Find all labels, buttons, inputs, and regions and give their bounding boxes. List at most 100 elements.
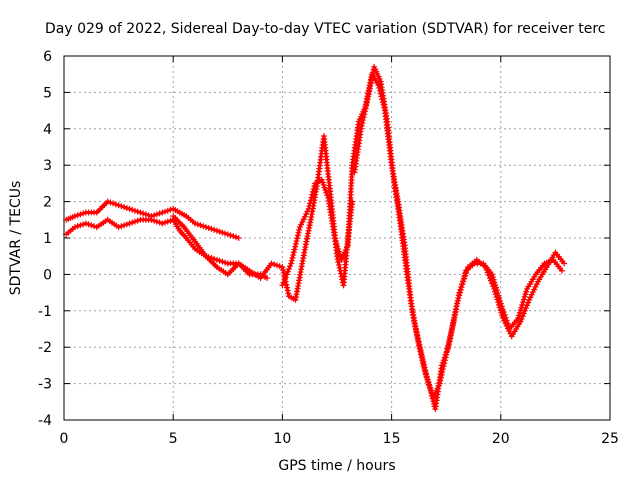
data-marker [121,204,128,211]
data-marker [140,210,147,217]
y-axis-label: SDTVAR / TECUs [8,181,24,296]
data-marker [156,210,163,217]
data-marker [363,99,370,106]
data-marker [129,219,136,226]
data-marker [492,288,499,295]
data-marker [213,256,220,263]
data-marker [425,378,432,385]
data-marker [516,309,523,316]
data-marker [421,364,428,371]
data-marker [293,238,300,245]
data-marker [85,221,92,228]
data-marker [294,235,301,242]
data-marker [159,209,166,216]
data-marker [126,205,133,212]
data-marker [361,111,368,118]
data-marker [418,352,425,359]
data-marker [307,197,314,204]
data-marker [485,272,492,279]
data-marker [137,209,144,216]
data-marker [335,248,342,255]
data-marker [335,259,342,266]
data-marker [276,263,283,270]
data-marker [445,342,452,349]
data-marker [416,344,423,351]
data-marker [362,105,369,112]
data-marker [197,222,204,229]
data-marker [420,358,427,365]
data-marker [486,275,493,282]
data-marker [287,263,294,270]
data-marker [420,361,427,368]
data-marker [80,221,87,228]
data-marker [517,307,524,314]
data-marker [439,368,446,375]
data-marker [291,246,298,253]
data-marker [309,188,316,195]
data-marker [496,301,503,308]
data-marker [222,230,229,237]
data-marker [211,255,218,262]
data-marker [498,309,505,316]
data-marker [164,218,171,225]
data-marker [292,243,299,250]
data-marker [444,345,451,352]
x-tick-label: 25 [601,431,619,447]
data-marker [525,299,532,306]
data-marker [335,245,342,252]
data-marker [449,325,456,332]
data-marker [423,373,430,380]
data-marker [441,360,448,367]
data-marker [418,350,425,357]
data-marker [523,288,530,295]
data-marker [412,323,419,330]
data-marker [416,341,423,348]
data-marker [442,354,449,361]
data-marker [487,277,494,284]
data-marker [71,224,78,231]
y-tick-label: 5 [43,85,52,101]
data-marker [522,291,529,298]
data-marker [227,232,234,239]
data-marker [515,315,522,322]
data-marker [80,210,87,217]
data-marker [458,283,465,290]
data-marker [415,335,422,342]
y-tick-label: 0 [43,267,52,283]
data-marker [213,227,220,234]
data-marker [443,348,450,355]
data-marker [290,252,297,259]
data-marker [414,332,421,339]
data-marker [288,260,295,267]
x-axis-ticks: 0 5 10 15 20 25 [60,56,619,447]
data-marker [419,355,426,362]
data-marker [264,275,271,282]
data-marker [360,114,367,121]
data-marker [192,220,199,227]
y-tick-label: -2 [38,340,52,356]
data-marker [333,240,340,247]
data-marker [460,278,467,285]
plot-area [63,63,568,413]
data-marker [496,304,503,311]
data-marker [495,299,502,306]
data-marker [279,282,286,289]
data-marker [271,261,278,268]
y-axis-ticks: -4 -3 -2 -1 0 1 2 3 4 5 6 [38,49,610,429]
data-marker [561,260,568,267]
x-tick-label: 5 [169,431,178,447]
data-marker [358,122,365,129]
data-marker [219,258,226,265]
data-marker [230,233,237,240]
data-marker [164,207,171,214]
data-marker [519,313,526,320]
data-marker [283,284,290,291]
data-marker [311,183,318,190]
data-marker [112,201,119,208]
data-marker [131,207,138,214]
data-marker [74,212,81,219]
data-marker [77,211,84,218]
data-marker [410,315,417,322]
data-marker [235,235,242,241]
